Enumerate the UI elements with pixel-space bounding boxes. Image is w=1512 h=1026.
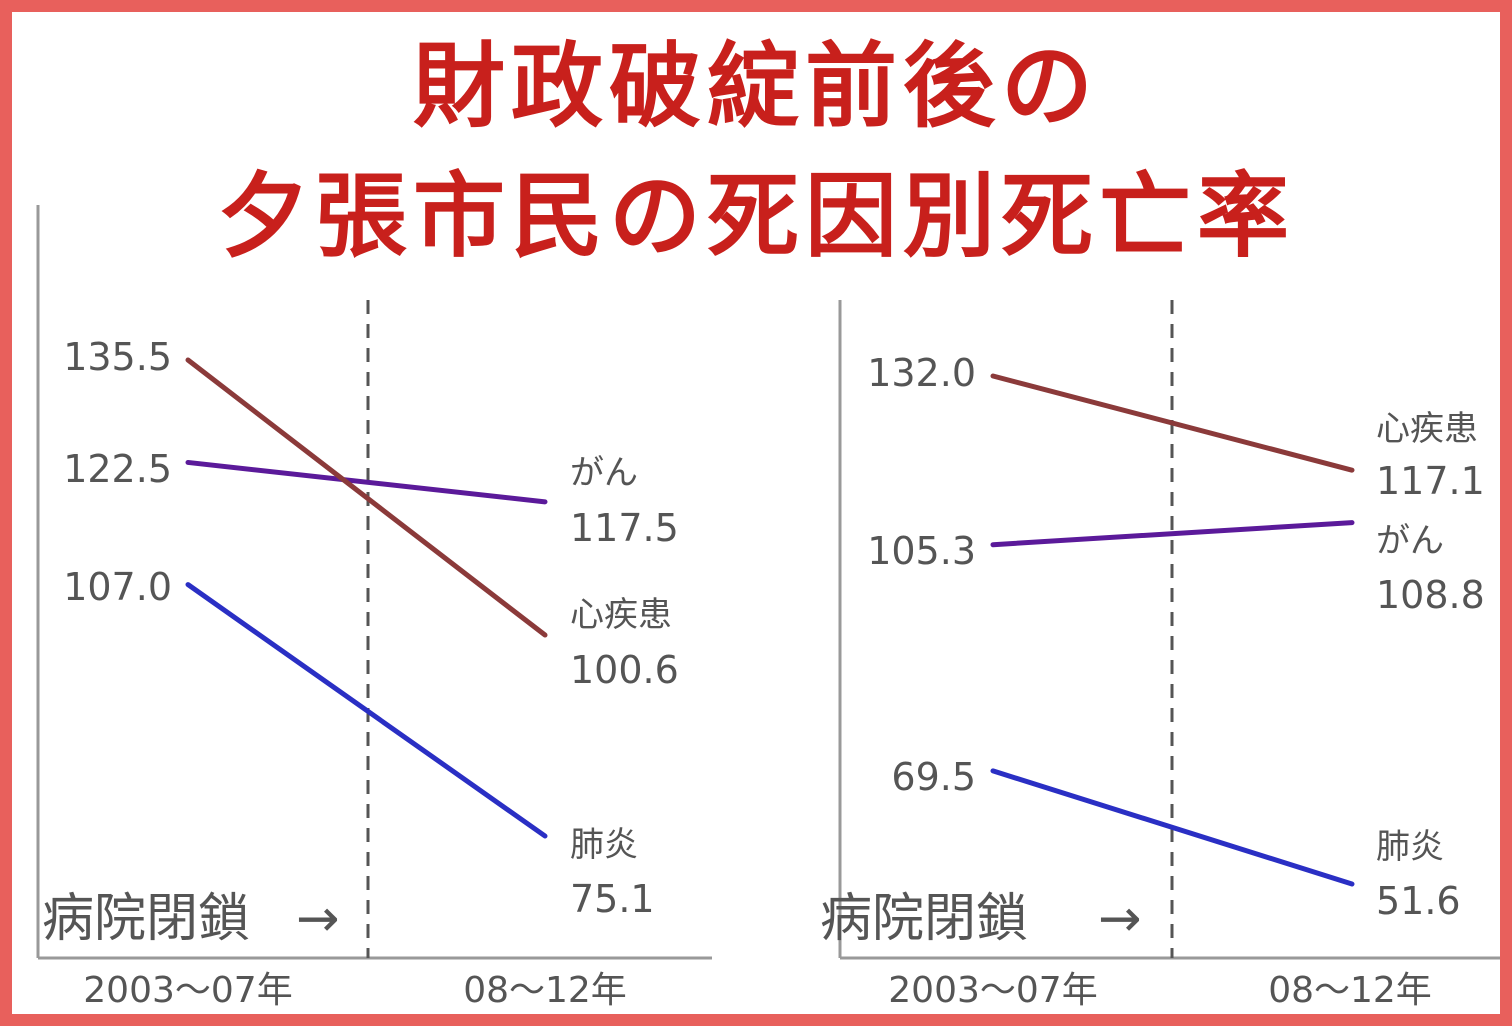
start-value-label: 107.0 xyxy=(63,565,172,609)
series-label: 肺炎 xyxy=(570,825,638,865)
series-line xyxy=(185,357,548,638)
end-value-label: 75.1 xyxy=(570,877,655,921)
x-tick-label: 2003〜07年 xyxy=(83,970,292,1011)
chart-left: 2003〜07年 08〜12年 病院閉鎖 → 135.5 122.5 107.0… xyxy=(36,205,712,1011)
end-value-label: 117.1 xyxy=(1376,459,1485,503)
chart-right: 2003〜07年 08〜12年 病院閉鎖 → 132.0 105.3 69.5 … xyxy=(820,300,1500,1011)
arrow-right-icon: → xyxy=(1098,889,1142,949)
x-tick-label: 2003〜07年 xyxy=(888,970,1097,1011)
series-line xyxy=(990,520,1355,548)
series-label: がん xyxy=(1376,521,1444,561)
title-line-1: 財政破綻前後の xyxy=(413,33,1099,140)
title-line-2: 夕張市民の死因別死亡率 xyxy=(217,163,1295,270)
end-value-label: 100.6 xyxy=(570,648,679,692)
series-label: がん xyxy=(570,453,638,493)
series-label: 心疾患 xyxy=(570,595,672,635)
series-line xyxy=(990,768,1355,887)
closure-annotation: 病院閉鎖 xyxy=(820,889,1028,949)
start-value-label: 135.5 xyxy=(63,335,172,379)
end-value-label: 51.6 xyxy=(1376,879,1461,923)
end-value-label: 117.5 xyxy=(570,506,679,550)
series-label: 肺炎 xyxy=(1376,827,1444,867)
x-tick-label: 08〜12年 xyxy=(463,970,627,1011)
series-line xyxy=(990,373,1355,473)
start-value-label: 105.3 xyxy=(867,529,976,573)
start-value-label: 122.5 xyxy=(63,447,172,491)
series-line xyxy=(185,459,548,505)
series-line xyxy=(185,582,548,839)
end-value-label: 108.8 xyxy=(1376,573,1485,617)
x-tick-label: 08〜12年 xyxy=(1268,970,1432,1011)
start-value-label: 132.0 xyxy=(867,351,976,395)
start-value-label: 69.5 xyxy=(891,755,976,799)
series-label: 心疾患 xyxy=(1376,409,1478,449)
arrow-right-icon: → xyxy=(296,889,340,949)
closure-annotation: 病院閉鎖 xyxy=(42,889,250,949)
